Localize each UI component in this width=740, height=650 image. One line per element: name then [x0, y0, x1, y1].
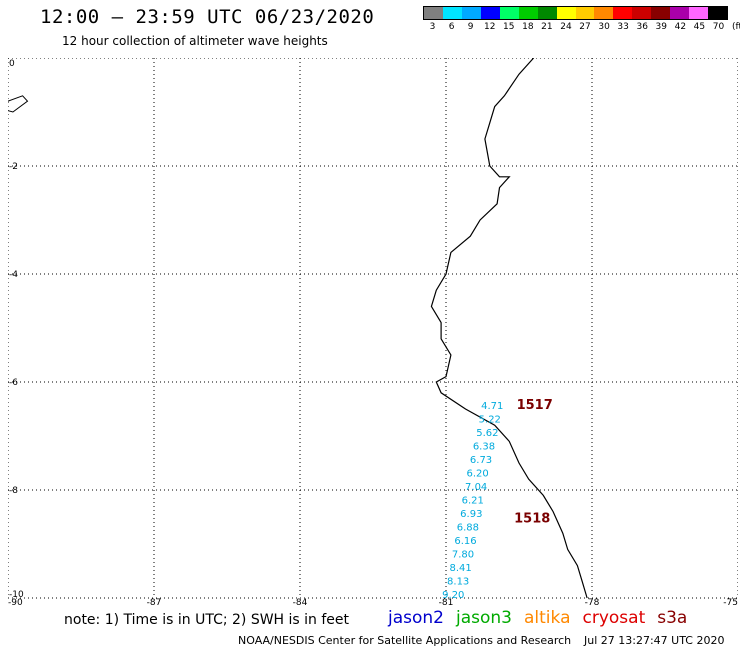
scale-swatch	[556, 7, 576, 19]
scale-label: 45	[693, 22, 706, 32]
scale-swatch	[651, 7, 671, 19]
island-outline	[8, 95, 29, 113]
scale-swatch	[708, 7, 727, 19]
wave-height-label: 4.71	[481, 401, 503, 412]
lon-tick-label: -90	[8, 598, 23, 606]
grid-lines	[8, 58, 738, 599]
scale-label: 18	[522, 22, 534, 32]
wave-height-label: 8.41	[449, 563, 471, 574]
wave-height-label: 6.21	[462, 496, 484, 507]
wave-height-map: 4.71 5.22 5.62 6.38 6.73 6.20 7.04 6.21 6.93 6.88…	[8, 58, 738, 606]
legend-item: jason2	[388, 608, 444, 628]
scale-swatch	[670, 7, 690, 19]
scale-swatch	[499, 7, 519, 19]
lat-tick-label: 0	[9, 59, 15, 69]
legend-item: cryosat	[582, 608, 646, 628]
coastline-line	[430, 58, 588, 599]
credit-line: NOAA/NESDIS Center for Satellite Applica…	[238, 634, 572, 647]
wave-height-label: 6.93	[460, 509, 482, 520]
scale-swatch	[424, 7, 443, 19]
satellite-legend: jason2 jason3 altika cryosat s3a	[388, 608, 699, 628]
scale-swatch	[632, 7, 652, 19]
scale-label: 70	[712, 22, 725, 32]
scale-label: 36	[636, 22, 648, 32]
scale-label: 27	[579, 22, 591, 32]
scale-swatch	[613, 7, 633, 19]
wave-height-label: 8.13	[447, 577, 469, 588]
scale-label: 30	[598, 22, 610, 32]
coastline	[8, 58, 588, 599]
scale-swatch	[537, 7, 557, 19]
lat-tick-label: -2	[9, 162, 18, 172]
lon-tick-label: -87	[147, 598, 162, 606]
pass-number-label: 1518	[514, 511, 550, 526]
scale-swatch	[442, 7, 462, 19]
axis-tick-labels: -90 -87 -84 -81 -78 -75 0 -2 -4 -6 -8 -10	[8, 59, 738, 606]
wave-height-label: 7.80	[452, 550, 474, 561]
wave-height-label: 6.20	[467, 469, 489, 480]
wave-height-label: 9.20	[442, 590, 464, 601]
scale-unit: (ft)	[732, 22, 740, 32]
lon-tick-label: -75	[723, 598, 738, 606]
lat-tick-label: -6	[9, 378, 18, 388]
scale-swatch	[461, 7, 481, 19]
scale-label: 9	[467, 22, 474, 32]
wave-height-label: 6.88	[457, 523, 479, 534]
lon-tick-label: -81	[439, 598, 454, 606]
generated-timestamp: Jul 27 13:27:47 UTC 2020	[584, 634, 725, 647]
lat-tick-label: -10	[9, 590, 24, 600]
scale-label: 33	[617, 22, 629, 32]
scale-label: 42	[674, 22, 687, 32]
measurement-labels: 4.71 5.22 5.62 6.38 6.73 6.20 7.04 6.21 6.93 6.88…	[442, 398, 553, 601]
scale-swatch	[518, 7, 538, 19]
scale-label: 24	[560, 22, 572, 32]
lat-tick-label: -8	[9, 486, 18, 496]
scale-label: 6	[448, 22, 455, 32]
wave-height-label: 7.04	[465, 482, 487, 493]
map-subtitle: 12 hour collection of altimeter wave hei…	[62, 34, 328, 48]
map-title: 12:00 – 23:59 UTC 06/23/2020	[40, 6, 375, 28]
wave-height-label: 6.73	[470, 455, 492, 466]
lat-tick-label: -4	[9, 270, 18, 280]
scale-swatch	[594, 7, 614, 19]
scale-label: 3	[429, 22, 436, 32]
lon-tick-label: -78	[585, 598, 600, 606]
scale-label: 12	[483, 22, 496, 32]
legend-item: s3a	[657, 608, 688, 628]
pass-number-label: 1517	[517, 398, 553, 413]
lon-tick-label: -84	[293, 598, 308, 606]
wave-height-label: 5.22	[479, 415, 501, 426]
scale-label: 39	[655, 22, 668, 32]
scale-swatch	[689, 7, 709, 19]
color-scale-swatches	[423, 6, 728, 20]
wave-height-label: 6.16	[454, 536, 476, 547]
footer-note: note: 1) Time is in UTC; 2) SWH is in fe…	[64, 612, 350, 628]
legend-item: jason3	[456, 608, 512, 628]
wave-height-label: 6.38	[473, 442, 495, 453]
legend-item: altika	[524, 608, 571, 628]
wave-height-label: 5.62	[476, 428, 498, 439]
scale-swatch	[575, 7, 595, 19]
scale-label: 15	[503, 22, 515, 32]
scale-label: 21	[541, 22, 553, 32]
scale-swatch	[480, 7, 500, 19]
